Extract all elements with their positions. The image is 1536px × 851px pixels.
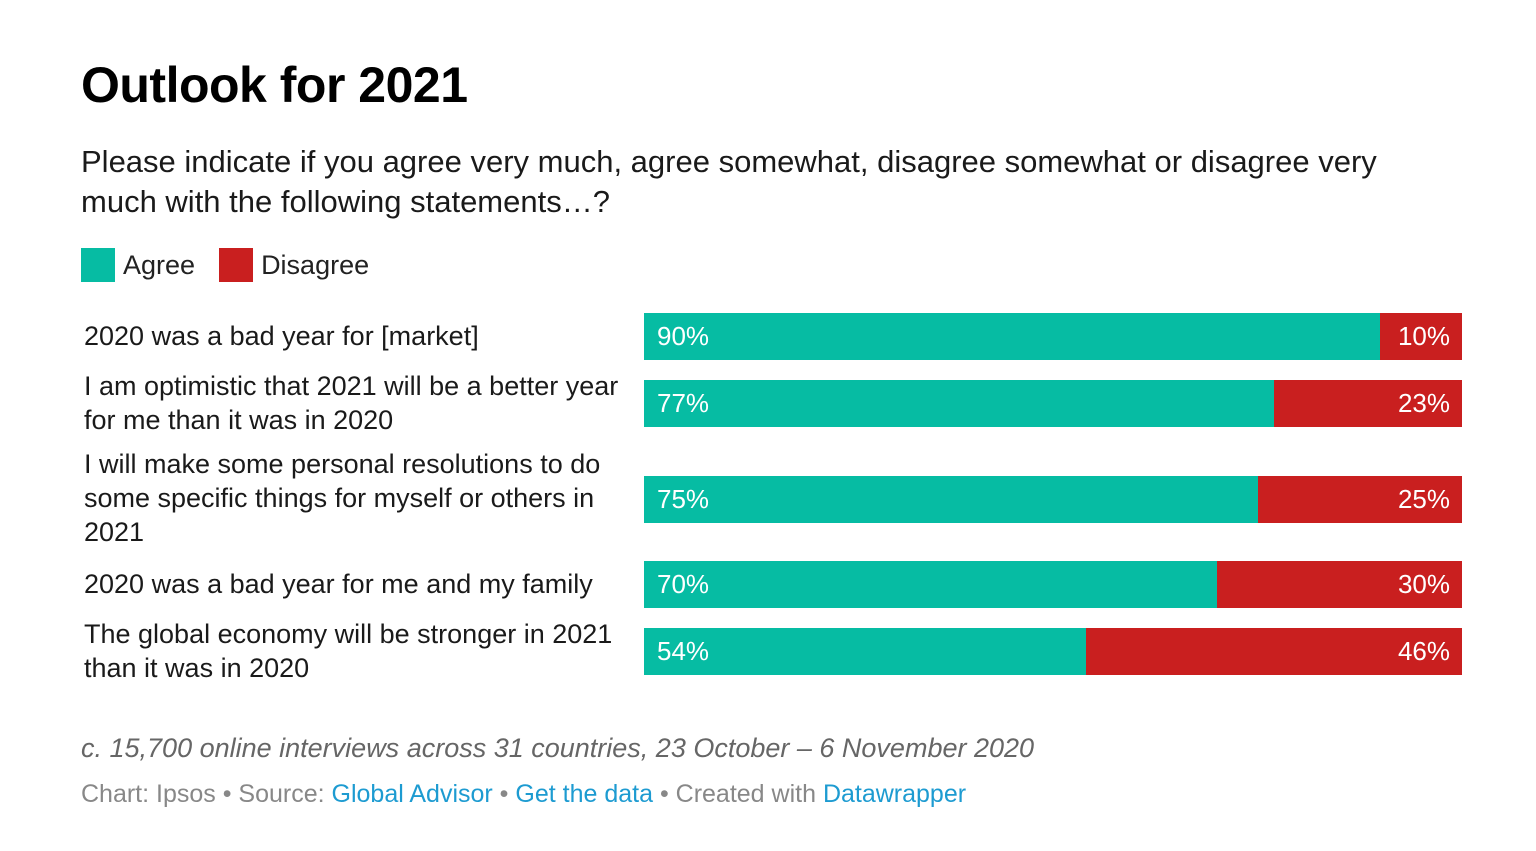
legend-swatch-disagree: [219, 248, 254, 282]
footer-note: c. 15,700 online interviews across 31 co…: [81, 733, 1035, 763]
bar-disagree: 23%: [1273, 380, 1462, 427]
data-label: 75%: [657, 484, 710, 514]
credits-created: • Created with: [653, 780, 823, 808]
legend-item-agree: Agree: [81, 248, 195, 282]
bar-disagree: 10%: [1380, 313, 1462, 360]
datawrapper-link[interactable]: Datawrapper: [822, 780, 967, 808]
data-label: 10%: [1397, 321, 1450, 351]
data-label: 25%: [1397, 484, 1450, 514]
get-data-link[interactable]: Get the data: [515, 780, 653, 808]
category-label: The global economy will be stronger in 2…: [84, 619, 613, 683]
category-label: 2020 was a bad year for [market]: [84, 321, 479, 351]
bar-disagree: 25%: [1257, 476, 1462, 523]
source-link[interactable]: Global Advisor: [331, 780, 493, 808]
legend-label-disagree: Disagree: [261, 249, 370, 280]
category-label: 2020 was a bad year for me and my family: [84, 569, 593, 599]
data-label: 54%: [657, 636, 710, 666]
data-label: 90%: [657, 321, 710, 351]
legend-label-agree: Agree: [123, 249, 196, 280]
bar-agree: 77%: [644, 380, 1274, 427]
bar-agree: 70%: [644, 561, 1217, 608]
credits-prefix: Chart: Ipsos • Source:: [81, 780, 332, 808]
data-label: 30%: [1397, 569, 1450, 599]
legend: Agree Disagree: [81, 248, 393, 282]
bar-agree: 90%: [644, 313, 1381, 360]
credits: Chart: Ipsos • Source: Global Advisor • …: [81, 780, 966, 809]
category-label: I am optimistic that 2021 will be a bett…: [84, 371, 619, 435]
data-label: 23%: [1397, 388, 1450, 418]
chart-title: Outlook for 2021: [81, 57, 468, 113]
legend-swatch-agree: [81, 248, 115, 282]
bar-disagree: 30%: [1216, 561, 1462, 608]
chart-subtitle: Please indicate if you agree very much, …: [81, 144, 1377, 219]
credits-sep: •: [492, 780, 516, 808]
bar-agree: 75%: [644, 476, 1258, 523]
data-label: 77%: [657, 388, 710, 418]
category-label: I will make some personal resolutions to…: [84, 449, 601, 547]
bar-disagree: 46%: [1085, 628, 1462, 675]
legend-item-disagree: Disagree: [219, 248, 369, 282]
data-label: 70%: [657, 569, 710, 599]
bar-agree: 54%: [644, 628, 1086, 675]
data-label: 46%: [1397, 636, 1450, 666]
